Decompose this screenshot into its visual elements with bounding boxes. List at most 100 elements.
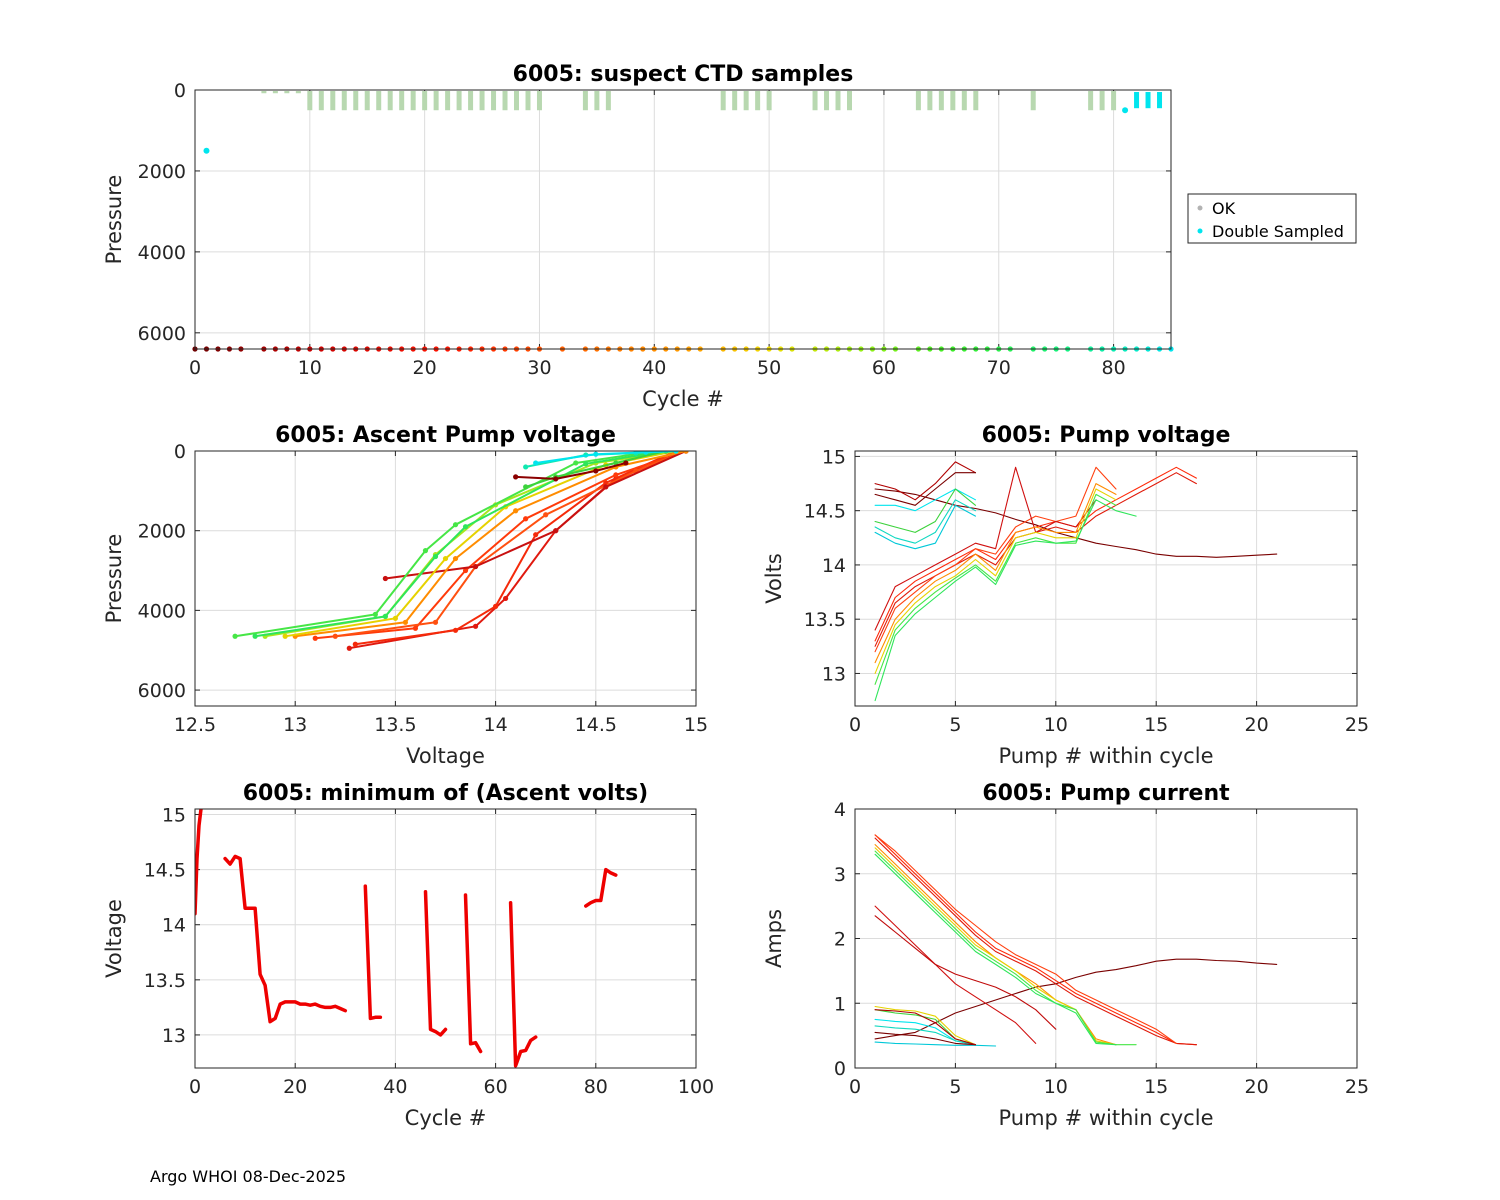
panel-suspect-ctd-samples: 0 10 20 30 40 50 60 70 80 0 2000 4000 6000 6005: susp… [102, 62, 1357, 411]
grid [195, 809, 696, 1068]
x-tick-label: 0 [849, 714, 861, 736]
series-line-red-c [874, 466, 1117, 653]
ctd-marks [203, 91, 1163, 154]
x-tick-label: 5 [949, 714, 961, 736]
series-point [643, 451, 649, 455]
y-tick-label: 6000 [138, 323, 186, 345]
series-line-seg-2 [223, 854, 348, 1024]
axes-frame [194, 450, 697, 707]
series-line-seg-3 [363, 884, 383, 1021]
ok-series [261, 91, 1117, 111]
x-tick-label: 40 [383, 1076, 407, 1098]
x-tick-label: 100 [678, 1076, 714, 1098]
series-line-green-a [874, 493, 1117, 685]
series-point [382, 613, 388, 619]
x-tick-label: 25 [1345, 1076, 1369, 1098]
x-tick-label: 25 [1345, 714, 1369, 736]
plot-area [855, 451, 1357, 706]
y-tick-label: 4 [834, 799, 846, 821]
series-point [382, 575, 388, 582]
series-line-long-darkred [874, 958, 1278, 1040]
y-tick-label: 13 [162, 1025, 186, 1047]
series-point [553, 476, 559, 482]
series-line-early-red [874, 461, 977, 501]
chart-title: 6005: Pump voltage [982, 423, 1231, 448]
x-tick-label: 0 [849, 1076, 861, 1098]
series-point [523, 516, 529, 522]
x-axis-label: Pump # within cycle [999, 744, 1214, 768]
x-tick-label: 60 [872, 357, 896, 379]
series-line-green-b [254, 451, 667, 638]
y-tick-label: 15 [162, 805, 186, 827]
y-tick-label: 14 [162, 915, 186, 937]
series-line-seg-4 [423, 889, 448, 1037]
series-line-orange [874, 483, 1117, 664]
x-tick-label: 10 [1044, 1076, 1068, 1098]
legend-marker [1197, 205, 1203, 211]
x-tick-label: 10 [1044, 714, 1068, 736]
series-line-seg-7 [584, 867, 618, 908]
series-point [543, 512, 549, 518]
series-point [372, 611, 378, 617]
x-tick-label: 14 [484, 714, 508, 736]
x-tick-label: 50 [757, 357, 781, 379]
y-axis-label: Pressure [102, 175, 126, 265]
chart-title: 6005: suspect CTD samples [513, 62, 854, 87]
series-point [623, 460, 629, 466]
grid [195, 90, 1171, 349]
x-tick-label: 80 [1101, 357, 1125, 379]
series-point [462, 524, 469, 530]
panel-pump-voltage: 0 5 10 15 20 25 13 13.5 14 14.5 15 6005: Pump volta… [762, 423, 1369, 768]
y-tick-label: 13.5 [804, 609, 846, 631]
series-point [493, 603, 499, 609]
series-point [613, 472, 619, 478]
y-tick-label: 13 [822, 663, 846, 685]
y-axis-label: Voltage [102, 899, 126, 978]
y-tick-label: 14.5 [144, 860, 186, 882]
plot-area [195, 809, 696, 1068]
series-line-cyan-b [534, 451, 677, 464]
series-line-early-darkred [874, 472, 977, 506]
x-tick-label: 30 [527, 357, 551, 379]
series-line-red-c [314, 451, 687, 640]
y-tick-label: 0 [174, 80, 186, 102]
series-point [332, 633, 338, 639]
panel-minimum-ascent-volts: 0 20 40 60 80 100 13 13.5 14 14.5 15 6005: minimum … [102, 781, 714, 1130]
series-line-green-a [234, 451, 657, 638]
x-tick-label: 20 [283, 1076, 307, 1098]
series-line-early-cyan-b [874, 1025, 977, 1046]
series-line-green-c [524, 451, 667, 488]
y-axis-label: Volts [762, 553, 786, 604]
plot-area [195, 90, 1171, 349]
legend-box [1187, 193, 1357, 244]
legend-label: OK [1212, 199, 1236, 218]
legend-marker [1197, 228, 1203, 234]
series-point [452, 555, 459, 562]
series-point [523, 484, 529, 490]
y-tick-label: 14.5 [804, 501, 846, 523]
series-point [462, 567, 469, 574]
series-point [523, 464, 529, 470]
x-tick-label: 15 [1144, 714, 1168, 736]
grid [855, 809, 1357, 1068]
x-tick-label: 15 [1144, 1076, 1168, 1098]
axes-frame [854, 808, 1358, 1069]
series-point [432, 553, 439, 560]
y-tick-label: 14 [822, 555, 846, 577]
y-tick-label: 2000 [138, 521, 186, 543]
series-line-darkred [514, 462, 627, 480]
x-tick-label: 14.5 [575, 714, 617, 736]
x-tick-label: 20 [1245, 714, 1269, 736]
series-point [603, 484, 609, 490]
pumpv-series [874, 461, 1278, 702]
chart-title: 6005: Pump current [982, 781, 1230, 806]
series-line-red-a [874, 834, 1197, 1046]
y-tick-label: 15 [822, 446, 846, 468]
series-line-red-b [354, 451, 677, 646]
series-point [402, 619, 409, 625]
double-sampled-point [203, 147, 210, 154]
y-tick-label: 1 [834, 993, 846, 1015]
series-point [472, 563, 479, 570]
series-line-green-b [874, 499, 1137, 702]
